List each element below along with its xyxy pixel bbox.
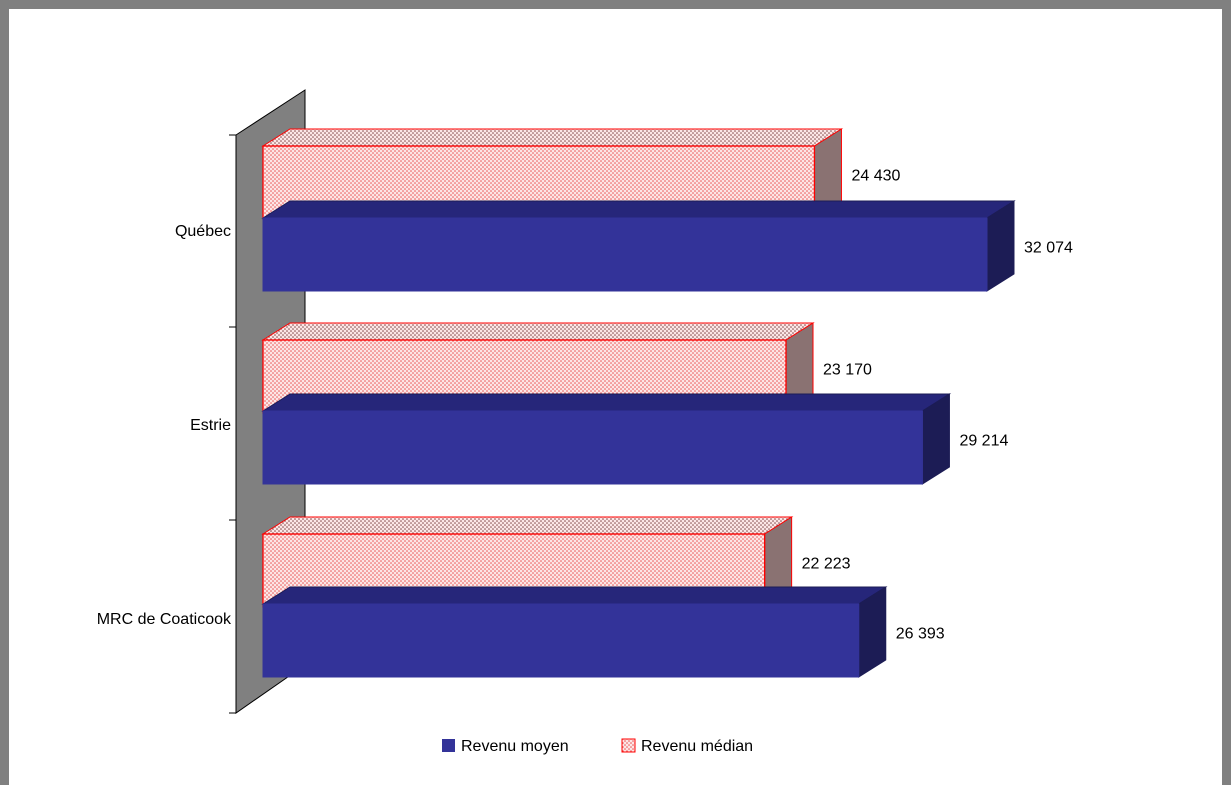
- bar-top-face: [261, 128, 844, 147]
- bar-revenu-moyen-quebec: [261, 200, 1016, 292]
- value-label-revenu-median-quebec: 24 430: [851, 168, 900, 185]
- bar-top-face: [261, 322, 815, 341]
- bar-top-face: [261, 393, 952, 412]
- bar-front-face: [262, 217, 988, 292]
- category-labels: MRC de Coaticook Estrie Québec: [97, 223, 232, 628]
- value-label-revenu-moyen-mrc-de-coaticook: 26 393: [896, 626, 945, 643]
- category-axis-ticks: [229, 134, 236, 714]
- category-label-estrie: Estrie: [190, 417, 231, 434]
- bars-layer: [261, 128, 1016, 678]
- value-label-revenu-moyen-estrie: 29 214: [959, 433, 1008, 450]
- bar-revenu-moyen-estrie: [261, 393, 952, 485]
- legend-swatch-revenu-moyen: [442, 739, 455, 752]
- legend-label-revenu-median: Revenu médian: [641, 738, 753, 755]
- value-labels: 24 430 32 074 23 170 29 214 22 223 26 393: [802, 168, 1073, 643]
- value-label-revenu-median-estrie: 23 170: [823, 362, 872, 379]
- bar-top-face: [261, 516, 794, 535]
- bar-top-face: [261, 586, 888, 605]
- bar-front-face: [262, 603, 860, 678]
- value-label-revenu-median-mrc-de-coaticook: 22 223: [802, 556, 851, 573]
- value-label-revenu-moyen-quebec: 32 074: [1024, 240, 1073, 257]
- legend-swatch-revenu-median: [621, 738, 636, 753]
- category-label-quebec: Québec: [175, 223, 231, 240]
- bar-front-face: [262, 410, 923, 485]
- category-label-mrc-de-coaticook: MRC de Coaticook: [97, 611, 232, 628]
- legend: Revenu moyen Revenu médian: [442, 738, 753, 755]
- bar-revenu-moyen-mrc-de-coaticook: [261, 586, 888, 678]
- bar-top-face: [261, 200, 1016, 219]
- legend-label-revenu-moyen: Revenu moyen: [461, 738, 569, 755]
